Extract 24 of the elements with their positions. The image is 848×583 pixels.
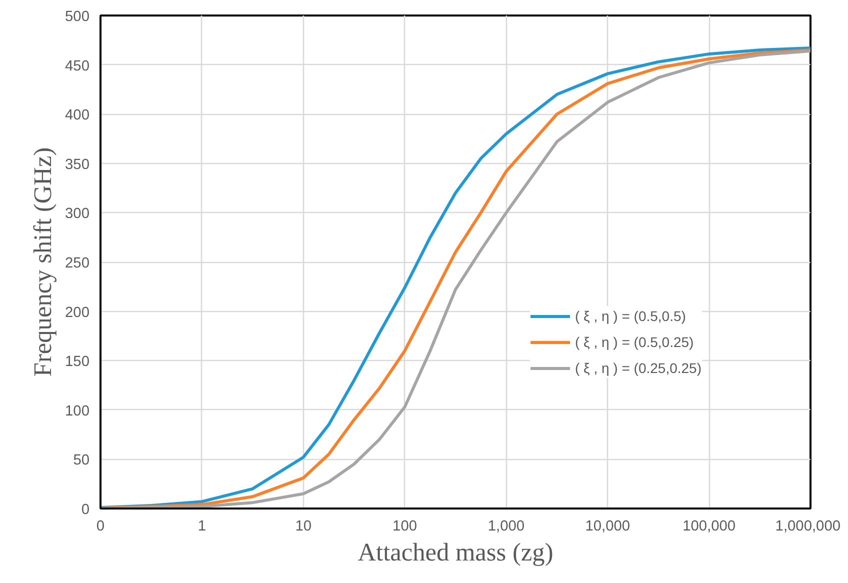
x-tick-label: 1 xyxy=(198,518,206,534)
y-tick-label: 0 xyxy=(81,502,90,518)
y-tick-label: 500 xyxy=(65,9,90,25)
y-tick-label: 400 xyxy=(65,108,90,124)
x-tick-label: 100 xyxy=(392,518,418,534)
y-tick-label: 350 xyxy=(65,156,90,173)
legend-label: ( ξ , η ) = (0.25,0.25) xyxy=(575,360,702,376)
x-tick-label: 1,000,000 xyxy=(775,518,840,534)
x-tick-label: 10 xyxy=(295,518,312,534)
x-tick-label: 100,000 xyxy=(682,518,736,534)
legend-label: ( ξ , η ) = (0.5,0.5) xyxy=(575,308,686,324)
x-tick-label: 10,000 xyxy=(585,518,630,534)
legend-label: ( ξ , η ) = (0.5,0.25) xyxy=(575,334,694,350)
y-tick-label: 300 xyxy=(65,206,90,222)
y-tick-label: 50 xyxy=(73,452,90,469)
y-tick-label: 150 xyxy=(65,354,90,370)
y-tick-label: 200 xyxy=(65,304,90,321)
x-tick-label: 1,000 xyxy=(488,518,525,534)
y-tick-label: 450 xyxy=(65,58,90,74)
y-tick-label: 100 xyxy=(65,403,90,420)
x-tick-label: 0 xyxy=(96,518,105,534)
y-axis-title: Frequency shift (GHz) xyxy=(29,147,58,377)
x-axis-title: Attached mass (zg) xyxy=(358,538,554,566)
y-tick-label: 250 xyxy=(65,256,90,272)
